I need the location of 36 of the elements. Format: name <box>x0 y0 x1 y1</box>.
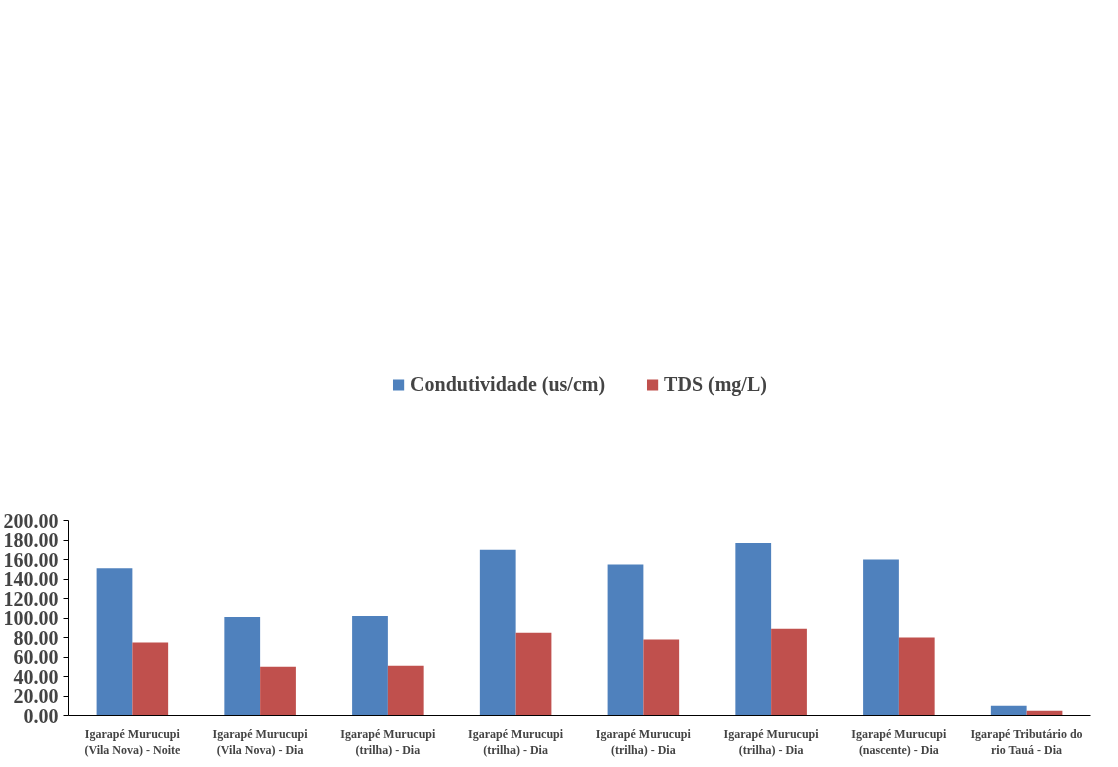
y-tick-label: 60.00 <box>13 646 59 668</box>
x-tick-label: Igarapé Tributário do rio Tauá - Dia <box>970 726 1083 758</box>
bar <box>132 642 169 716</box>
x-tick-label: Igarapé Murucupi (nascente) - Dia <box>851 726 948 758</box>
x-tick-label: Igarapé Murucupi (Vila Nova) - Noite <box>84 726 181 758</box>
legend-label: Condutividade (us/cm) <box>410 372 606 396</box>
x-tick-label: Igarapé Murucupi (trilha) - Dia <box>468 726 564 758</box>
y-tick-label: 80.00 <box>13 626 59 649</box>
bar <box>96 568 133 716</box>
bar <box>643 639 680 716</box>
legend-label: TDS (mg/L) <box>664 372 767 396</box>
bar <box>735 542 772 716</box>
bar <box>898 637 935 716</box>
bar <box>990 705 1027 716</box>
y-tick-label: 20.00 <box>13 685 59 707</box>
y-tick-label: 120.00 <box>3 587 59 610</box>
y-tick-label: 0.00 <box>23 704 59 727</box>
y-tick-label: 100.00 <box>3 607 59 629</box>
y-tick-label: 180.00 <box>3 529 59 551</box>
y-tick-label: 40.00 <box>13 665 59 688</box>
x-tick-label: Igarapé Murucupi (trilha) - Dia <box>595 726 692 758</box>
bar <box>863 559 899 716</box>
y-tick-label: 160.00 <box>3 548 59 571</box>
y-tick-label: 200.00 <box>3 509 59 532</box>
bar <box>352 616 388 716</box>
bar <box>224 617 261 716</box>
bar <box>515 632 552 716</box>
bar <box>771 628 807 716</box>
bar <box>260 666 296 716</box>
bar <box>607 564 644 716</box>
x-tick-label: Igarapé Murucupi (Vila Nova) - Dia <box>212 726 309 758</box>
x-tick-label: Igarapé Murucupi (trilha) - Dia <box>723 726 820 758</box>
y-tick-label: 140.00 <box>3 568 59 590</box>
x-tick-label: Igarapé Murucupi (trilha) - Dia <box>340 726 437 758</box>
bar <box>479 549 516 716</box>
bar <box>387 665 424 716</box>
